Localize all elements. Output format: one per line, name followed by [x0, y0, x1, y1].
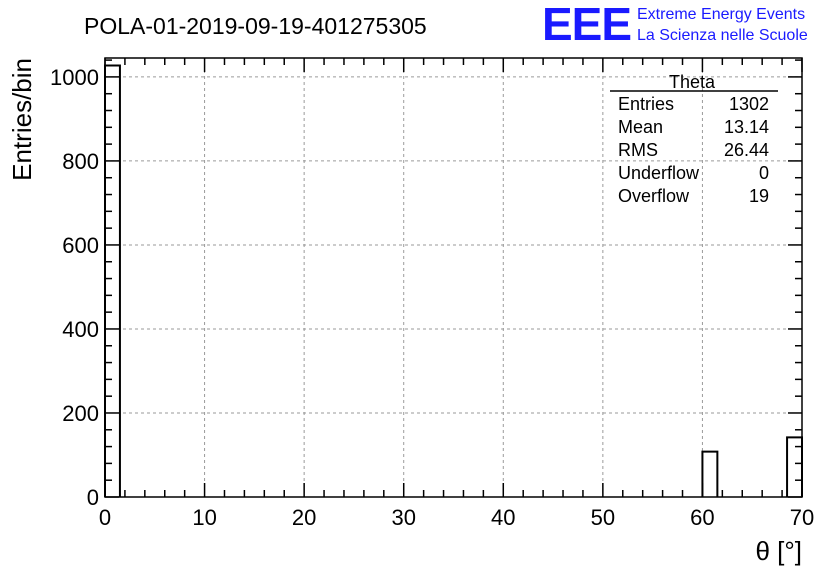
- chart-title: POLA-01-2019-09-19-401275305: [84, 13, 427, 39]
- histogram-bin: [701, 450, 719, 497]
- y-tick-label: 800: [62, 149, 99, 174]
- stats-label: RMS: [618, 140, 658, 160]
- stats-box: Theta Entries 1302 Mean 13.14 RMS 26.44 Underf…: [610, 72, 778, 206]
- stats-value: 19: [749, 186, 769, 206]
- stats-value: 1302: [729, 94, 769, 114]
- stats-label: Overflow: [618, 186, 690, 206]
- x-tick-label: 50: [591, 505, 615, 530]
- x-tick-label: 0: [99, 505, 111, 530]
- histogram-bin: [104, 64, 121, 497]
- y-tick-label: 600: [62, 233, 99, 258]
- stats-label: Mean: [618, 117, 663, 137]
- logo-line-1: Extreme Energy Events: [637, 6, 805, 23]
- y-tick-label: 200: [62, 401, 99, 426]
- logo-line-2: La Scienza nelle Scuole: [637, 27, 808, 44]
- x-tick-label: 60: [690, 505, 714, 530]
- x-tick-label: 20: [292, 505, 316, 530]
- stats-value: 13.14: [724, 117, 769, 137]
- histogram-bars: [104, 64, 803, 497]
- stats-rows: Entries 1302 Mean 13.14 RMS 26.44 Underflow 0 Ov…: [618, 94, 769, 206]
- eee-logo-mark: EEE: [542, 0, 631, 50]
- x-tick-labels: 0 10 20 30 40 50 60 70: [99, 505, 814, 530]
- y-tick-labels: 0 200 400 600 800 1000: [50, 65, 99, 510]
- y-tick-label: 1000: [50, 65, 99, 90]
- y-tick-label: 0: [87, 485, 99, 510]
- stats-label: Underflow: [618, 163, 700, 183]
- x-tick-label: 40: [491, 505, 515, 530]
- axis-ticks: [104, 58, 803, 498]
- plot-frame: [104, 57, 803, 498]
- x-tick-label: 10: [192, 505, 216, 530]
- stats-label: Entries: [618, 94, 674, 114]
- stats-value: 26.44: [724, 140, 769, 160]
- x-axis-title: θ [°]: [755, 536, 802, 566]
- y-axis-title: Entries/bin: [7, 58, 37, 181]
- stats-value: 0: [759, 163, 769, 183]
- x-tick-label: 30: [391, 505, 415, 530]
- y-tick-label: 400: [62, 317, 99, 342]
- grid-lines: [105, 58, 802, 497]
- stats-box-title: Theta: [669, 72, 716, 92]
- x-tick-label: 70: [790, 505, 814, 530]
- eee-logo: EEE Extreme Energy Events La Scienza nel…: [542, 0, 808, 50]
